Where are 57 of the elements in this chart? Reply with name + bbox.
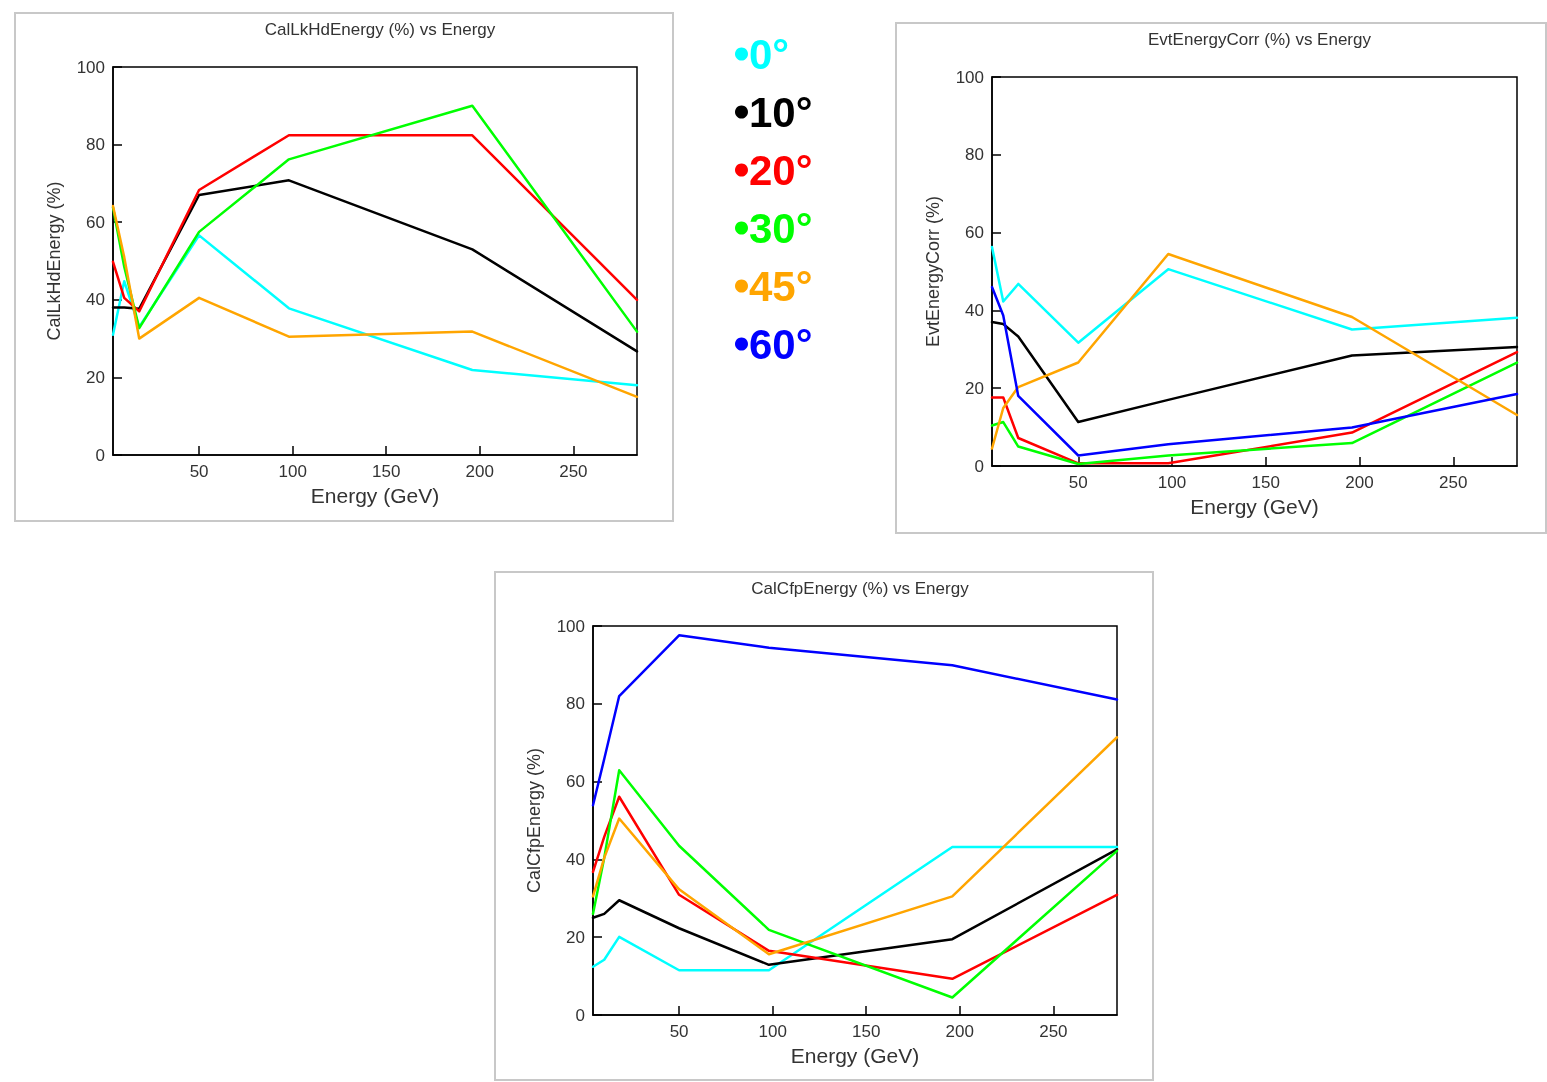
line-series (591, 769, 1119, 999)
y-tick-label: 0 (974, 456, 984, 476)
x-tick-label: 250 (1039, 1022, 1068, 1041)
y-tick-label: 60 (566, 772, 585, 792)
x-axis-title: Energy (GeV) (790, 1044, 920, 1067)
line-series (111, 134, 639, 313)
y-axis-title: CalCfpEnergy (%) (524, 747, 544, 894)
y-tick-label: 0 (575, 1005, 585, 1025)
x-tick-label: 50 (669, 1022, 689, 1041)
y-tick-label: 20 (86, 367, 105, 387)
legend-label: 20° (749, 146, 813, 194)
y-tick-label: 80 (86, 135, 105, 155)
chart-title: EvtEnergyCorr (%) vs Energy (1148, 30, 1372, 49)
x-tick-label: 250 (559, 462, 588, 481)
x-axis-title: Energy (GeV) (1190, 495, 1319, 518)
x-tick-label: 100 (278, 462, 307, 481)
x-tick-label: 200 (465, 462, 494, 481)
y-tick-label: 100 (76, 57, 105, 77)
x-tick-label: 200 (1345, 473, 1374, 492)
legend-label: 30° (749, 204, 813, 252)
y-tick-label: 20 (965, 378, 984, 398)
y-tick-label: 20 (566, 927, 585, 947)
x-tick-label: 150 (852, 1022, 881, 1041)
x-axis-title: Energy (GeV) (310, 484, 440, 507)
y-tick-label: 0 (95, 445, 105, 465)
y-tick-label: 100 (955, 67, 984, 87)
line-series (990, 285, 1519, 457)
x-tick-label: 250 (1439, 473, 1468, 492)
x-tick-label: 50 (1068, 473, 1088, 492)
x-tick-label: 50 (189, 462, 209, 481)
y-axis-title: CalLkHdEnergy (%) (44, 181, 64, 341)
line-series (591, 736, 1119, 956)
y-tick-label: 40 (965, 300, 984, 320)
y-tick-label: 60 (965, 223, 984, 243)
line-series (111, 204, 639, 399)
line-series (591, 634, 1119, 807)
line-series (990, 245, 1519, 344)
legend-label: 45° (749, 262, 813, 310)
y-tick-label: 60 (86, 212, 105, 232)
chart-title: CalCfpEnergy (%) vs Energy (751, 579, 970, 598)
y-tick-label: 80 (566, 694, 585, 714)
x-tick-label: 150 (372, 462, 401, 481)
line-series (990, 252, 1519, 450)
line-series (111, 104, 639, 333)
y-axis-title: EvtEnergyCorr (%) (923, 195, 943, 348)
y-tick-label: 40 (566, 849, 585, 869)
x-tick-label: 100 (758, 1022, 787, 1041)
y-tick-label: 80 (965, 145, 984, 165)
x-tick-label: 100 (1157, 473, 1187, 492)
x-tick-label: 200 (945, 1022, 974, 1041)
y-tick-label: 100 (556, 616, 585, 636)
chart-title: CalLkHdEnergy (%) vs Energy (264, 20, 496, 39)
legend-label: 60° (749, 320, 813, 368)
x-tick-label: 150 (1251, 473, 1280, 492)
legend-label: 10° (749, 88, 813, 136)
y-tick-label: 40 (86, 290, 105, 310)
legend-label: 0° (749, 30, 790, 78)
